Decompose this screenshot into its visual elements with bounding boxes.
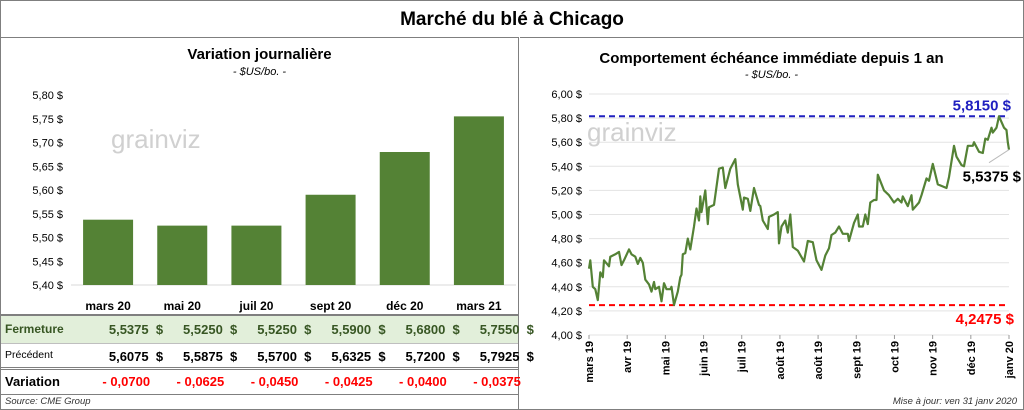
table-cell: - 0,0375: [473, 374, 521, 389]
table-divider: [1, 343, 518, 344]
table-row-précédent: Précédent 5,6075 $ 5,5875 $ 5,5700 $ 5,6325 …: [1, 343, 534, 370]
y-tick-label: 5,50 $: [32, 233, 63, 245]
x-tick-label: avr 19: [622, 341, 634, 373]
table-cell: 5,5875 $: [183, 349, 238, 364]
bar: [157, 225, 208, 285]
y-tick-label: 4,80 $: [551, 234, 582, 246]
bar-chart: grainviz 5,40 $ 5,45 $ 5,50 $ 5,55 $ 5,60 $ 5,…: [32, 90, 516, 313]
one-year-panel: Comportement échéance immédiate depuis 1…: [520, 37, 1023, 409]
table-cell: - 0,0625: [176, 374, 225, 389]
y-tick-label: 5,80 $: [551, 113, 582, 125]
category-label: déc 20: [386, 299, 424, 313]
table-divider: [1, 314, 518, 316]
bar: [305, 194, 356, 285]
bar: [231, 225, 282, 285]
bar: [379, 152, 430, 285]
table-cell: 5,6075 $: [108, 349, 164, 364]
low-label: 4,2475 $: [956, 311, 1015, 328]
y-tick-label: 5,80 $: [32, 90, 63, 102]
y-tick-label: 5,65 $: [32, 161, 63, 173]
y-tick-label: 4,40 $: [551, 282, 582, 294]
x-tick-label: août 19: [775, 341, 787, 380]
watermark-logo: grainviz: [587, 117, 677, 147]
row-label: Précédent: [5, 349, 53, 361]
line-chart: 4,00 $ 4,20 $ 4,40 $ 4,60 $ 4,80 $ 5,00 $ 5,20…: [551, 89, 1022, 383]
table-cell: - 0,0700: [102, 374, 151, 389]
price-line: [587, 115, 1011, 306]
table-row-fermeture: Fermeture 5,5375 $ 5,5250 $ 5,5250 $ 5,5900 …: [1, 316, 534, 343]
table-divider: [1, 367, 518, 370]
table-cell: 5,7200 $: [405, 349, 460, 364]
bar: [453, 116, 504, 285]
last-leader-line: [988, 149, 1010, 164]
category-label: mars 20: [85, 299, 131, 313]
update-note: Mise à jour: ven 31 janv 2020: [892, 396, 1017, 407]
category-label: sept 20: [310, 299, 352, 313]
bar: [83, 219, 134, 285]
y-tick-label: 4,00 $: [551, 330, 582, 342]
x-tick-label: août 19: [813, 341, 825, 380]
table-cell: 5,7925 $: [479, 349, 534, 364]
table-cell: 5,5250 $: [257, 322, 312, 337]
table-cell: 5,5900 $: [331, 322, 386, 337]
price-table: Fermeture 5,5375 $ 5,5250 $ 5,5250 $ 5,5900 …: [1, 314, 534, 395]
y-tick-label: 5,60 $: [32, 185, 63, 197]
y-tick-label: 5,00 $: [551, 210, 582, 222]
table-cell: 5,5250 $: [183, 322, 238, 337]
category-label: mai 20: [164, 299, 202, 313]
x-tick-label: sept 19: [851, 341, 863, 379]
x-tick-label: nov 19: [928, 341, 940, 376]
x-tick-label: déc 19: [966, 341, 978, 375]
bar-chart-subtitle: - $US/bo. -: [232, 66, 287, 78]
x-tick-label: juin 19: [699, 341, 711, 377]
category-label: mars 21: [456, 299, 502, 313]
y-tick-label: 4,60 $: [551, 258, 582, 270]
x-tick-label: mars 19: [584, 341, 596, 383]
line-chart-subtitle: - $US/bo. -: [744, 69, 799, 81]
y-tick-label: 5,55 $: [32, 209, 63, 221]
y-tick-label: 4,20 $: [551, 306, 582, 318]
table-cell: 5,5375 $: [108, 322, 164, 337]
x-tick-label: janv 20: [1004, 341, 1016, 379]
y-tick-label: 5,40 $: [32, 280, 63, 292]
x-tick-label: mai 19: [660, 341, 672, 375]
y-tick-label: 5,20 $: [551, 185, 582, 197]
main-title: Marché du blé à Chicago: [400, 9, 624, 30]
x-tick-label: oct 19: [889, 341, 901, 373]
row-label: Fermeture: [5, 322, 64, 336]
y-tick-label: 5,70 $: [32, 138, 63, 150]
table-cell: 5,6325 $: [331, 349, 386, 364]
y-tick-label: 5,45 $: [32, 256, 63, 268]
table-cell: 5,7550 $: [479, 322, 534, 337]
line-chart-title: Comportement échéance immédiate depuis 1…: [599, 50, 944, 67]
last-value-label: 5,5375 $: [963, 169, 1022, 186]
daily-variation-panel: Variation journalière - $US/bo. - grainv…: [1, 37, 534, 409]
table-cell: - 0,0425: [324, 374, 373, 389]
y-tick-label: 6,00 $: [551, 89, 582, 101]
table-cell: 5,5700 $: [257, 349, 312, 364]
y-tick-label: 5,40 $: [551, 161, 582, 173]
table-row-variation: Variation - 0,0700 - 0,0625 - 0,0450 - 0,042…: [1, 370, 521, 394]
table-cell: 5,6800 $: [405, 322, 460, 337]
category-label: juil 20: [238, 299, 273, 313]
y-tick-label: 5,60 $: [551, 137, 582, 149]
row-label: Variation: [5, 374, 60, 389]
y-tick-label: 5,75 $: [32, 114, 63, 126]
x-tick-label: juil 19: [737, 341, 749, 373]
table-divider: [1, 394, 518, 395]
high-label: 5,8150 $: [953, 97, 1012, 114]
source-note: Source: CME Group: [5, 396, 91, 407]
table-cell: - 0,0400: [399, 374, 447, 389]
table-cell: - 0,0450: [250, 374, 299, 389]
bar-chart-title: Variation journalière: [187, 46, 332, 63]
watermark-logo: grainviz: [111, 124, 201, 154]
